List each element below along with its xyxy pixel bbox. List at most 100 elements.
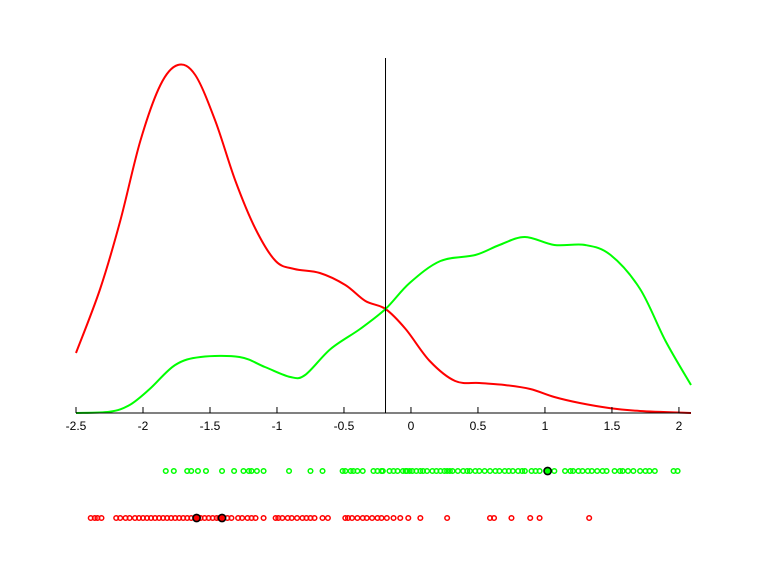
- rug-point: [579, 467, 586, 475]
- rug-point: [245, 467, 252, 475]
- rug-point: [536, 514, 543, 522]
- rug-point: [637, 467, 644, 475]
- rug-point: [285, 467, 293, 475]
- rug-point: [397, 514, 404, 522]
- x-axis: [75, 407, 691, 414]
- rug-point: [272, 514, 279, 522]
- rug-point: [347, 467, 354, 475]
- x-tick-label: -2: [138, 419, 149, 433]
- rug-point: [307, 467, 314, 475]
- rug-point: [354, 467, 361, 475]
- rug-point: [311, 514, 318, 522]
- rug-point: [567, 467, 574, 475]
- rug-point: [490, 514, 498, 522]
- x-tick-label: 0: [408, 419, 415, 433]
- x-tick-label: -1: [272, 419, 283, 433]
- rug-point: [319, 467, 326, 475]
- x-tick-label: 2: [676, 419, 683, 433]
- rug-point: [91, 514, 98, 522]
- rug-point: [406, 467, 413, 475]
- rug-point: [624, 467, 632, 475]
- rug-point: [231, 467, 238, 475]
- rug-point: [586, 514, 593, 522]
- rug-point: [403, 467, 410, 475]
- rug-point: [248, 467, 255, 475]
- rug-point: [519, 467, 526, 475]
- rug-point: [288, 514, 295, 522]
- rug-point: [562, 467, 569, 475]
- highlighted-rug-point: [217, 513, 227, 523]
- rug-point: [390, 514, 397, 522]
- rug-point: [619, 467, 626, 475]
- rug-point: [279, 514, 286, 522]
- highlighted-rug-point: [192, 513, 201, 523]
- rug-point: [651, 467, 658, 475]
- rug-point: [508, 514, 515, 522]
- rug-point: [616, 467, 624, 475]
- rug-point: [486, 467, 494, 475]
- highlighted-rug-point: [543, 466, 553, 476]
- rug-point: [521, 467, 528, 475]
- rug-point: [354, 514, 361, 522]
- rug-point: [570, 467, 577, 475]
- rug-point: [363, 514, 370, 522]
- x-tick-labels: -2.5 -2 -1.5 -1 -0.5 0 0.5 1 1.5 2: [66, 419, 683, 433]
- rug-point: [444, 514, 451, 522]
- rug-point: [194, 467, 201, 475]
- rug-point: [369, 514, 376, 522]
- rug-point: [383, 514, 390, 522]
- rug-point: [630, 467, 637, 475]
- red-density-curve: [75, 63, 692, 414]
- rug-point: [496, 467, 503, 475]
- x-tick-label: 1: [542, 419, 549, 433]
- rug-point: [481, 467, 488, 475]
- rug-point: [117, 514, 124, 522]
- rug-point: [476, 467, 483, 475]
- rug-point: [674, 467, 681, 475]
- rug-point: [188, 467, 195, 475]
- rug-point: [294, 514, 301, 522]
- rug-point: [594, 467, 601, 475]
- rug-point: [423, 467, 431, 475]
- rug-point: [603, 467, 610, 475]
- rug-point: [464, 467, 471, 475]
- rug-point: [444, 467, 451, 475]
- rug-point: [611, 467, 618, 475]
- rug-point: [449, 467, 456, 475]
- rug-point: [359, 467, 366, 475]
- rug-point: [126, 514, 133, 522]
- density-curves: [75, 63, 692, 414]
- rug-point: [348, 514, 356, 522]
- rug-point: [417, 467, 424, 475]
- rug-point: [98, 514, 105, 522]
- rug-point: [324, 514, 331, 522]
- x-tick-label: 0.5: [470, 419, 487, 433]
- rug-point: [441, 467, 448, 475]
- rug-point: [170, 467, 177, 475]
- rug-point: [405, 514, 412, 522]
- rug-point: [509, 467, 516, 475]
- rug-point: [446, 467, 453, 475]
- rug-point: [260, 467, 267, 475]
- rug-point: [260, 514, 267, 522]
- rug-point: [646, 467, 653, 475]
- rug-point: [202, 467, 210, 475]
- rug-point: [379, 467, 386, 475]
- rug-point: [253, 467, 260, 475]
- rug-point: [378, 514, 385, 522]
- rug-point: [417, 514, 424, 522]
- rug-point: [228, 514, 235, 522]
- x-tick-label: -1.5: [200, 419, 221, 433]
- rug-point: [162, 467, 169, 475]
- rug-point: [319, 514, 326, 522]
- rug-point: [239, 514, 246, 522]
- rug-point: [342, 467, 349, 475]
- green-density-curve: [75, 235, 692, 414]
- rug-point: [466, 467, 473, 475]
- rug-point: [394, 467, 401, 475]
- rug-point: [252, 514, 259, 522]
- x-tick-label: -2.5: [66, 419, 87, 433]
- rug-point: [240, 467, 247, 475]
- rug-point: [588, 467, 595, 475]
